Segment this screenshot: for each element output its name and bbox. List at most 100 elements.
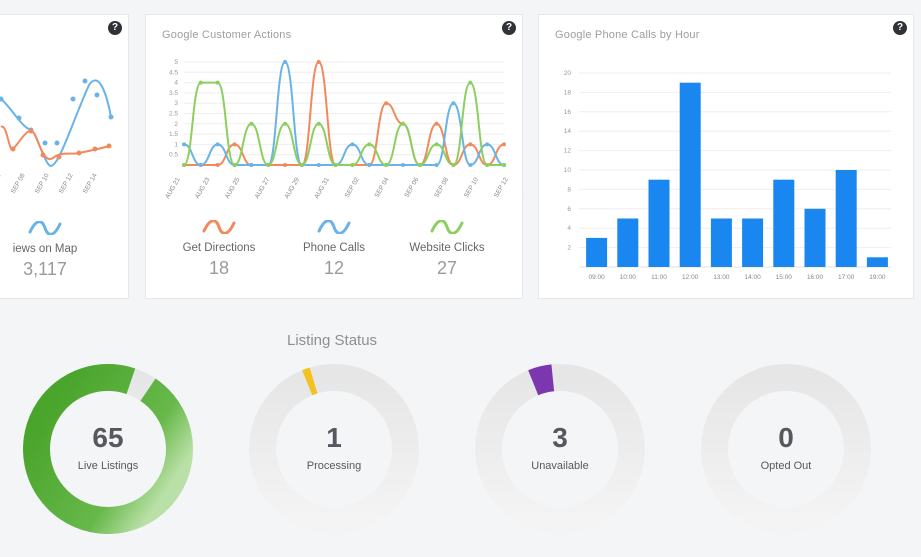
card-title: Google Customer Actions	[162, 29, 292, 41]
data-point	[468, 142, 473, 147]
bar	[586, 237, 608, 267]
data-point	[198, 80, 203, 85]
donut-value: 65	[92, 422, 124, 453]
help-icon[interactable]: ?	[893, 21, 907, 35]
metric-value: 3,117	[23, 259, 67, 279]
donut-arc	[249, 364, 419, 534]
data-point	[485, 163, 490, 167]
x-tick-label: 10:00	[620, 274, 637, 281]
views-on-map-metric: iews on Map 3,117	[0, 221, 95, 280]
data-point	[283, 163, 288, 167]
data-point	[316, 121, 321, 126]
data-point	[283, 121, 288, 126]
data-point	[350, 163, 355, 167]
x-tick-label: SEP 08	[433, 176, 450, 199]
data-point	[299, 163, 304, 167]
bar	[742, 218, 764, 267]
x-tick-label: AUG 25	[224, 176, 242, 200]
y-tick-label: 16	[564, 109, 572, 116]
y-tick-label: 4	[174, 80, 178, 87]
donut-arc	[475, 364, 645, 534]
data-point	[367, 163, 372, 167]
data-point	[417, 163, 422, 167]
metric-value: 27	[436, 258, 458, 278]
data-point	[384, 163, 389, 167]
x-tick-label: 12:00	[682, 274, 699, 281]
y-tick-label: 20	[564, 70, 572, 77]
x-tick-label: SEP 06	[0, 172, 3, 195]
donut-label: Processing	[306, 460, 362, 472]
bar	[648, 179, 670, 267]
x-tick-label: SEP 14	[523, 176, 524, 199]
donut-value: 3	[552, 422, 568, 453]
data-point	[316, 163, 321, 167]
x-tick-label: SEP 14	[82, 172, 99, 195]
x-tick-label: SEP 02	[344, 176, 361, 199]
series-line	[183, 60, 505, 167]
y-tick-label: 10	[564, 167, 572, 174]
action-metric: Website Clicks 27	[392, 220, 502, 279]
donut-arc	[23, 363, 193, 534]
help-icon[interactable]: ?	[502, 21, 516, 35]
x-tick-label: 17:00	[838, 274, 855, 281]
bar	[835, 170, 857, 267]
x-tick-label: SEP 12	[493, 176, 510, 199]
y-tick-label: 12	[564, 148, 572, 155]
status-donut: 1 Processing	[249, 364, 419, 534]
wave-icon	[317, 220, 351, 234]
donut-label: Opted Out	[760, 460, 812, 472]
x-tick-label: 14:00	[744, 274, 761, 281]
bar	[617, 218, 639, 267]
data-point	[182, 163, 186, 167]
phone-calls-card: Google Phone Calls by Hour ? 2 4 6 8 10 12 14 1…	[538, 14, 914, 299]
x-tick-label: AUG 21	[164, 176, 182, 200]
data-point	[232, 163, 237, 167]
data-point	[384, 101, 389, 106]
x-tick-label: AUG 27	[254, 176, 272, 200]
data-point	[434, 163, 439, 167]
status-donut: 65 Live Listings	[23, 363, 193, 534]
data-point	[182, 142, 186, 147]
wave-icon	[28, 221, 62, 235]
data-point	[232, 142, 237, 147]
data-point	[502, 163, 506, 167]
action-metric: Phone Calls 12	[279, 220, 389, 279]
data-point	[215, 80, 220, 85]
y-tick-label: 2	[567, 245, 571, 252]
data-point	[249, 163, 254, 167]
metric-label: iews on Map	[12, 243, 78, 255]
data-point	[249, 121, 254, 126]
x-tick-label: SEP 12	[58, 172, 75, 195]
y-tick-label: 4	[567, 225, 571, 232]
donut-label: Live Listings	[77, 460, 139, 472]
x-tick-label: SEP 10	[34, 172, 51, 195]
data-point	[283, 60, 288, 64]
data-point	[451, 101, 456, 106]
x-tick-label: 15:00	[776, 274, 793, 281]
action-metric: Get Directions 18	[164, 220, 274, 279]
x-tick-label: AUG 23	[194, 176, 212, 200]
data-point	[316, 60, 321, 64]
help-icon[interactable]: ?	[108, 21, 122, 35]
y-tick-label: 18	[564, 89, 572, 96]
x-tick-label: 13:00	[713, 274, 730, 281]
customer-actions-chart: 5 4.5 4 3.5 3 2.5 2 1.5 1 0.5 AUG 21 AUG 23 AUG 25 AU…	[164, 59, 524, 200]
data-point	[215, 163, 220, 167]
donut-ring	[23, 363, 193, 534]
data-point	[434, 121, 439, 126]
y-tick-label: 3	[174, 100, 178, 107]
x-tick-label: SEP 08	[10, 172, 27, 195]
y-tick-label: 5	[174, 59, 178, 66]
bar	[710, 218, 732, 267]
donut-track	[701, 364, 871, 534]
bar	[773, 179, 795, 267]
status-donut: 3 Unavailable	[475, 364, 645, 534]
donut-value: 0	[778, 422, 794, 453]
donut-label: Unavailable	[531, 460, 589, 472]
donut-value: 1	[326, 422, 342, 453]
y-tick-label: 4.5	[169, 69, 178, 76]
card-title: Google Phone Calls by Hour	[555, 29, 700, 41]
y-tick-label: 2.5	[169, 111, 178, 118]
data-point	[333, 163, 338, 167]
bar	[679, 82, 701, 267]
